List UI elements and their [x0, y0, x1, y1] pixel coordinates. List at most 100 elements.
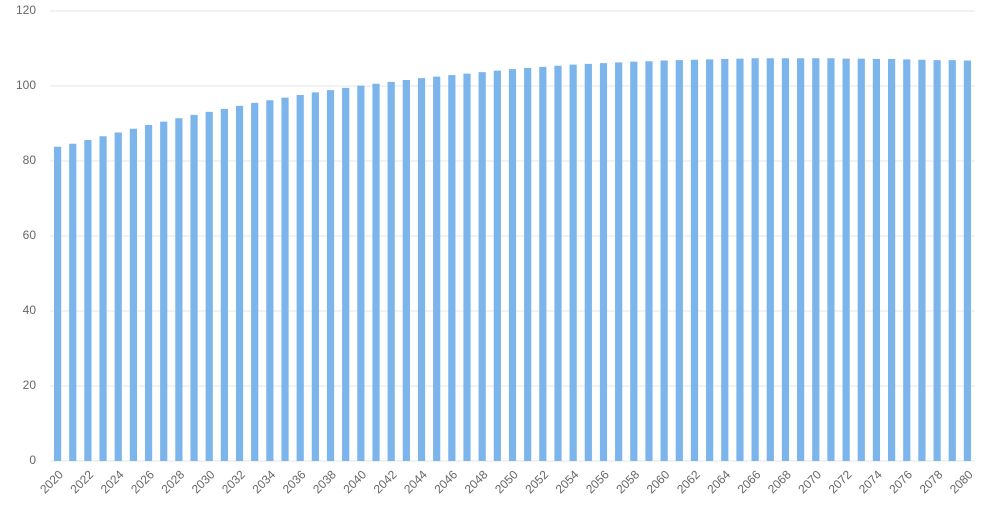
y-tick-label: 20	[23, 378, 37, 392]
bar	[539, 66, 547, 461]
x-tick-label: 2038	[310, 467, 339, 496]
bar	[326, 90, 335, 461]
bar	[933, 60, 941, 461]
x-tick-label: 2074	[856, 467, 885, 496]
x-tick-label: 2068	[765, 467, 794, 496]
bar	[797, 58, 805, 461]
bar	[857, 58, 865, 461]
bar	[99, 136, 107, 461]
bar	[736, 58, 744, 461]
bar	[190, 114, 198, 461]
bar	[114, 132, 122, 461]
bar	[554, 65, 562, 461]
bar	[872, 59, 881, 461]
bar	[660, 60, 668, 461]
bar	[342, 87, 350, 461]
x-tick-label: 2032	[219, 467, 248, 496]
x-tick-label: 2040	[340, 467, 369, 496]
bar	[281, 97, 289, 461]
bar	[448, 75, 456, 461]
x-tick-label: 2058	[613, 467, 642, 496]
x-tick-label: 2044	[401, 467, 430, 496]
bar	[433, 76, 441, 461]
bar	[69, 143, 77, 461]
y-tick-label: 40	[23, 303, 37, 317]
x-tick-label: 2066	[735, 467, 764, 496]
x-tick-label: 2072	[826, 467, 855, 496]
x-tick-label: 2042	[371, 467, 400, 496]
bar	[948, 60, 956, 461]
y-tick-label: 100	[16, 78, 36, 92]
bar	[311, 92, 319, 461]
bar	[630, 61, 638, 461]
x-tick-label: 2022	[67, 467, 96, 496]
bar	[781, 58, 790, 461]
bar	[706, 59, 714, 461]
x-tick-label: 2076	[886, 467, 915, 496]
y-tick-label: 60	[23, 228, 37, 242]
bar	[175, 118, 183, 461]
y-tick-label: 120	[16, 3, 36, 17]
x-tick-label: 2070	[795, 467, 824, 496]
bar	[129, 128, 138, 461]
x-tick-label: 2024	[98, 467, 127, 496]
bar	[220, 108, 228, 461]
x-tick-label: 2062	[674, 467, 703, 496]
x-tick-label: 2026	[128, 467, 157, 496]
x-tick-label: 2036	[280, 467, 309, 496]
bar	[675, 60, 683, 461]
bar	[251, 102, 259, 461]
bar	[387, 81, 395, 461]
y-tick-label: 80	[23, 153, 37, 167]
x-tick-label: 2028	[158, 467, 187, 496]
bar	[615, 62, 623, 461]
x-tick-label: 2050	[492, 467, 521, 496]
bar	[463, 73, 471, 461]
bar	[766, 58, 774, 461]
bar	[357, 85, 365, 461]
bar	[402, 80, 410, 461]
bar	[751, 58, 759, 461]
y-tick-label: 0	[29, 453, 36, 467]
bar	[417, 78, 426, 461]
bar	[812, 58, 820, 461]
bar	[235, 105, 244, 461]
x-tick-label: 2064	[704, 467, 733, 496]
x-tick-label: 2056	[583, 467, 612, 496]
bar	[721, 59, 729, 461]
bar	[963, 60, 972, 461]
bar	[160, 121, 168, 461]
x-tick-label: 2020	[37, 467, 66, 496]
bar	[599, 63, 608, 461]
bar	[478, 72, 486, 461]
x-tick-label: 2048	[462, 467, 491, 496]
bar	[842, 58, 850, 461]
bar	[372, 83, 380, 461]
bar	[690, 59, 699, 461]
x-tick-label: 2080	[947, 467, 976, 496]
bar	[266, 100, 274, 461]
bar	[584, 63, 592, 461]
x-tick-label: 2030	[189, 467, 218, 496]
bar	[827, 58, 835, 461]
bar	[493, 70, 501, 461]
x-tick-label: 2078	[917, 467, 946, 496]
bar	[645, 61, 653, 461]
x-tick-label: 2060	[644, 467, 673, 496]
x-tick-label: 2046	[431, 467, 460, 496]
bar	[569, 64, 577, 461]
bar	[53, 146, 62, 461]
bar	[144, 125, 153, 461]
bar	[524, 68, 532, 461]
bar	[918, 59, 926, 461]
bar	[508, 69, 517, 461]
x-tick-label: 2054	[553, 467, 582, 496]
x-tick-label: 2034	[249, 467, 278, 496]
x-tick-label: 2052	[522, 467, 551, 496]
bar	[84, 140, 92, 461]
bar	[887, 59, 896, 461]
bar	[205, 111, 213, 461]
bar	[903, 59, 911, 461]
bar	[296, 95, 304, 461]
